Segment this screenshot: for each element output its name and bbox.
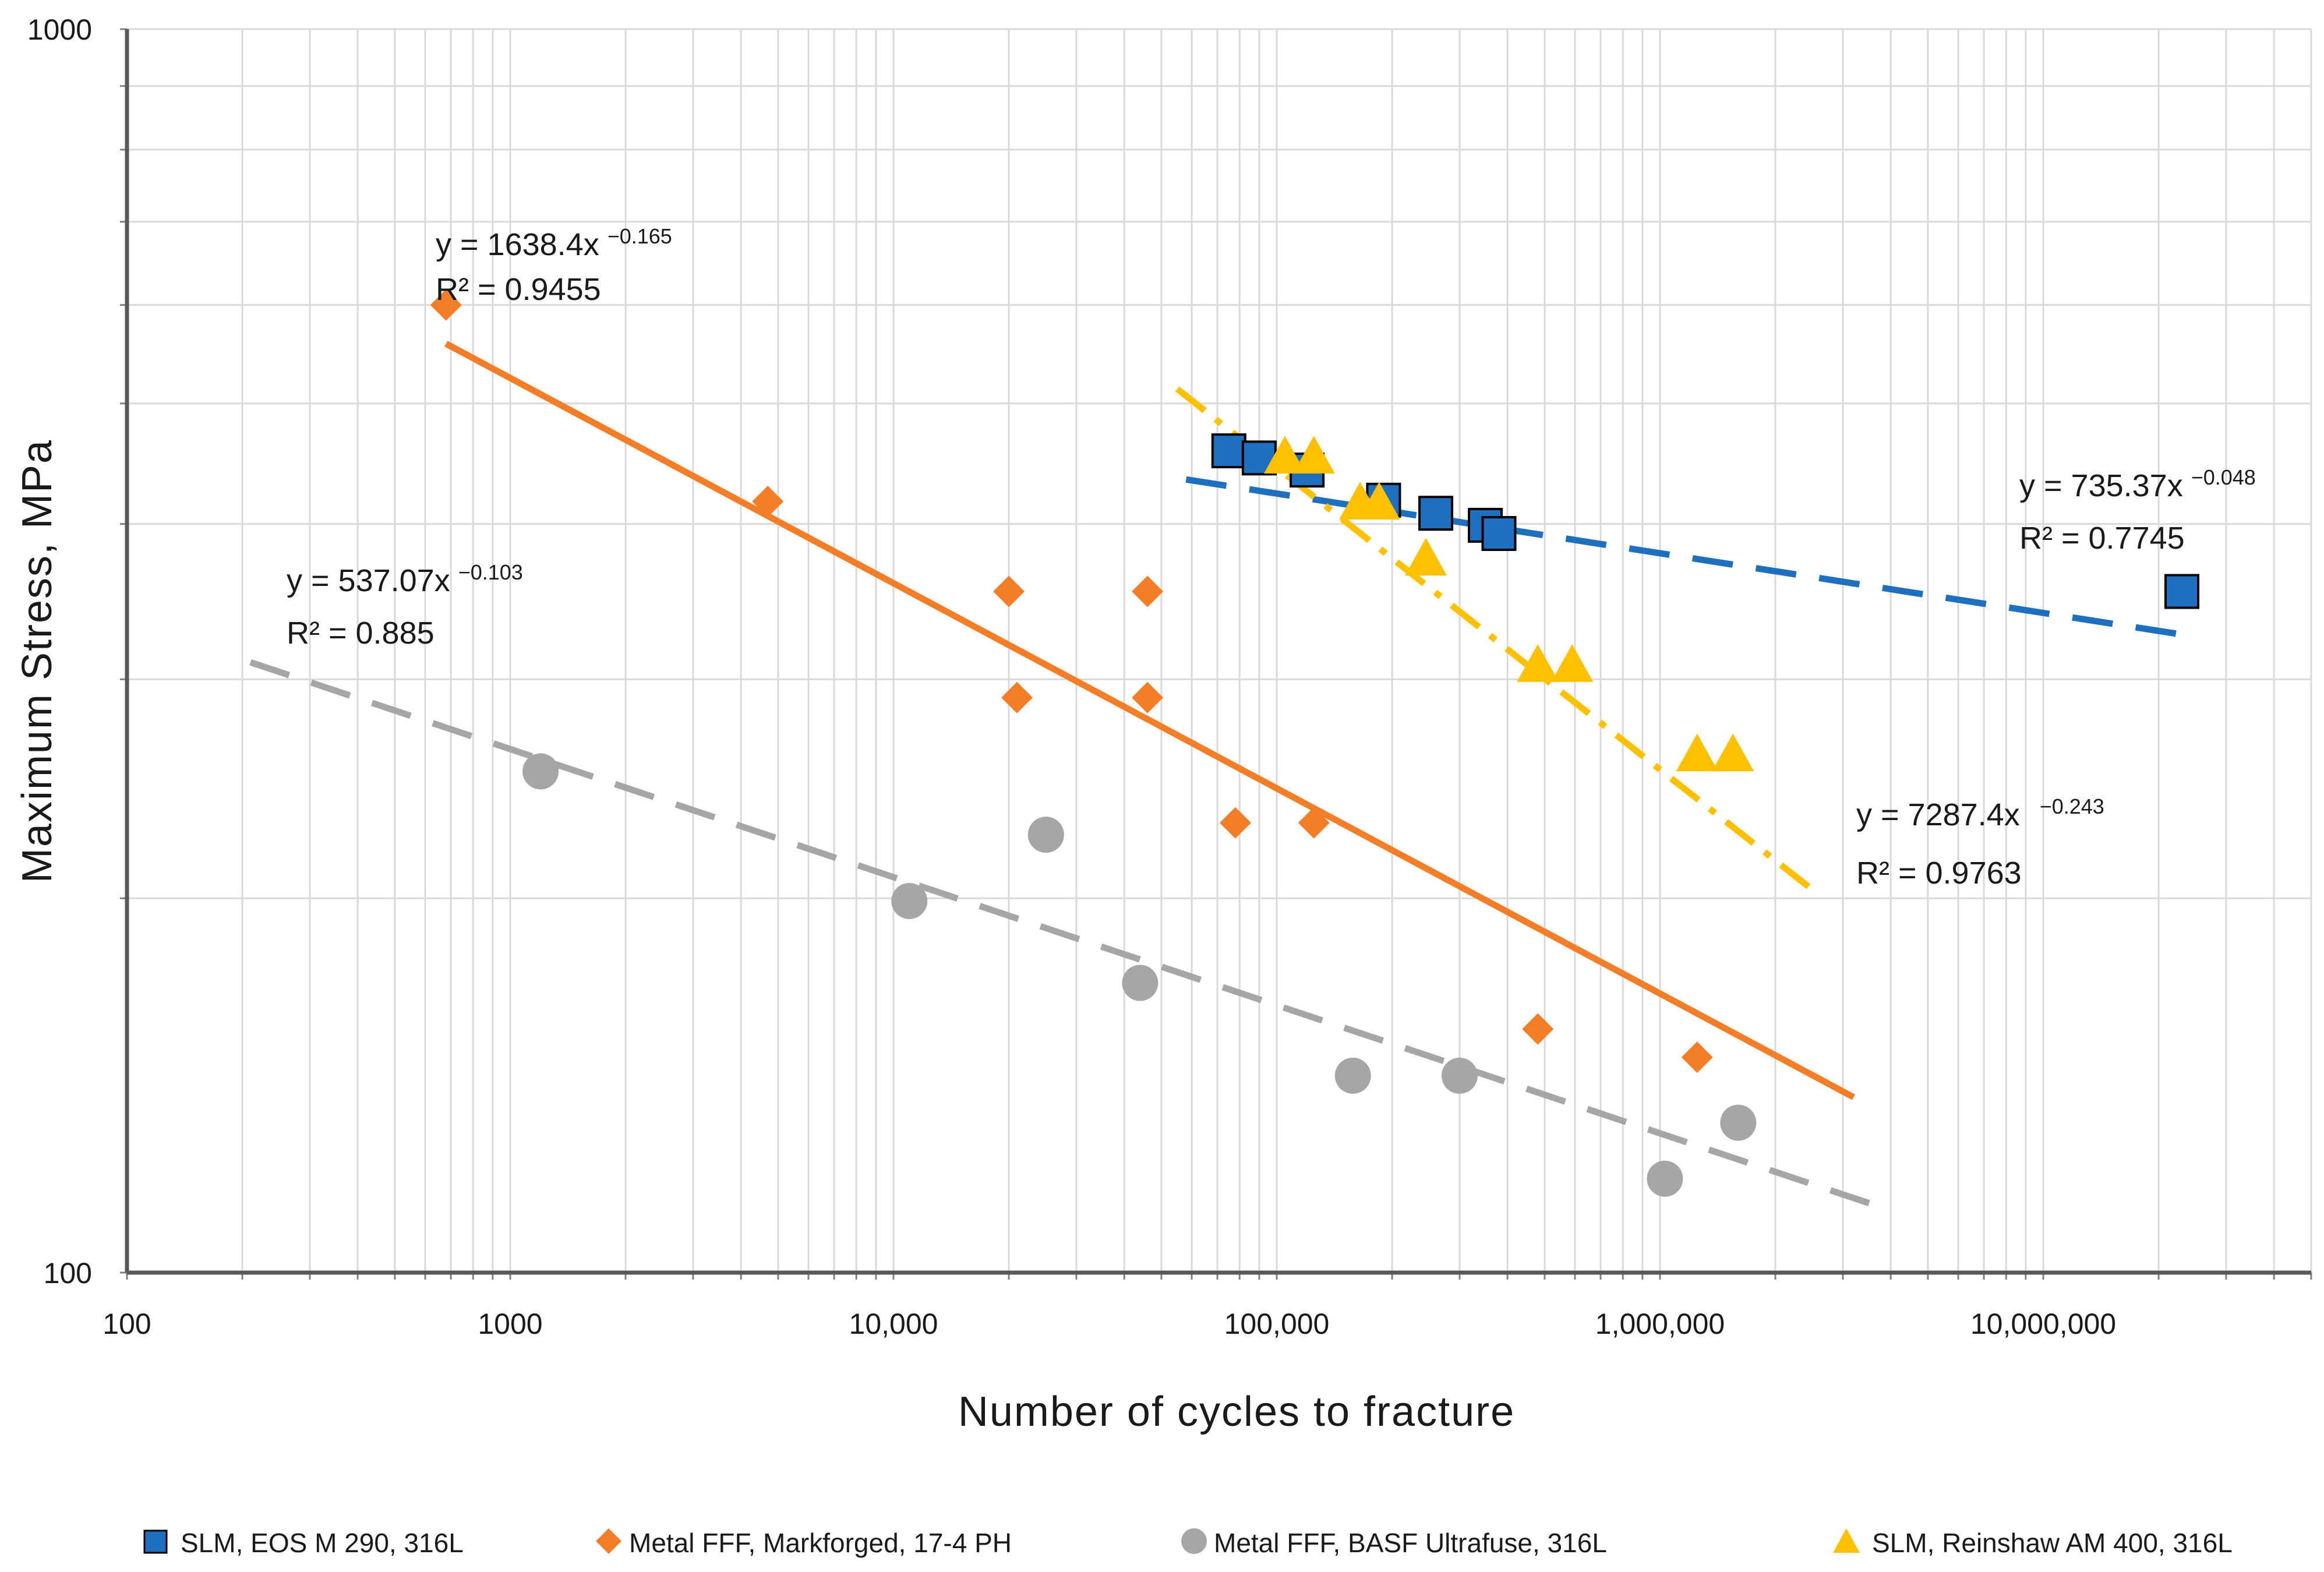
- point-circle: [1122, 965, 1159, 1001]
- r2-gray: R² = 0.885: [287, 616, 435, 651]
- point-circle: [1027, 817, 1064, 853]
- svg-text:y = 1638.4x−0.165: y = 1638.4x −0.165: [436, 224, 672, 262]
- x-tick-label: 10,000,000: [1970, 1308, 2116, 1340]
- equation-orange-text: y = 1638.4x: [436, 227, 599, 262]
- point-triangle: [1263, 436, 1306, 474]
- point-circle: [1441, 1057, 1478, 1094]
- svg-text:y = 735.37x−0.048: y = 735.37x −0.048: [2019, 465, 2256, 503]
- point-diamond: [993, 575, 1025, 607]
- equation-blue-text: y = 735.37x: [2019, 468, 2183, 503]
- point-triangle: [1292, 436, 1335, 474]
- y-tick-label: 100: [44, 1257, 92, 1290]
- point-circle: [1334, 1057, 1371, 1094]
- x-tick-label: 1000: [478, 1308, 542, 1340]
- legend-item-basf: Metal FFF, BASF Ultrafuse, 316L: [1181, 1528, 1607, 1558]
- trendline-series-1: [444, 341, 1855, 1100]
- r2-orange: R² = 0.9455: [436, 272, 601, 307]
- point-diamond: [1681, 1041, 1713, 1073]
- point-diamond: [1132, 681, 1164, 713]
- svg-text:y = 7287.4x−0.243: y = 7287.4x −0.243: [1856, 794, 2104, 832]
- equation-orange-exponent: −0.165: [608, 224, 672, 248]
- legend-label-reinshaw: SLM, Reinshaw AM 400, 316L: [1872, 1528, 2233, 1558]
- point-diamond: [1522, 1013, 1554, 1045]
- legend-item-reinshaw: SLM, Reinshaw AM 400, 316L: [1833, 1528, 2233, 1558]
- point-circle: [1720, 1104, 1757, 1141]
- point-circle: [1647, 1160, 1683, 1197]
- equation-gray: y = 537.07x −0.103 R² = 0.885: [287, 560, 523, 651]
- point-diamond: [430, 289, 462, 321]
- point-square: [1481, 515, 1517, 551]
- point-triangle: [1551, 644, 1594, 682]
- equation-yellow: y = 7287.4x −0.243 R² = 0.9763: [1856, 794, 2104, 891]
- trendline-series-3: [1175, 386, 1811, 890]
- equation-gray-exponent: −0.103: [458, 560, 523, 584]
- equation-blue-exponent: −0.048: [2191, 465, 2256, 489]
- point-diamond: [1001, 681, 1033, 713]
- x-tick-label: 1,000,000: [1595, 1308, 1725, 1340]
- y-axis-title: Maximum Stress, MPa: [14, 439, 61, 883]
- legend-label-markforged: Metal FFF, Markforged, 17-4 PH: [629, 1528, 1012, 1558]
- equation-yellow-text: y = 7287.4x: [1856, 797, 2020, 832]
- point-square: [1418, 496, 1454, 531]
- svg-text:y = 537.07x−0.103: y = 537.07x −0.103: [287, 560, 523, 598]
- point-circle: [522, 753, 559, 790]
- x-tick-label: 10,000: [849, 1308, 938, 1340]
- x-tick-label: 100: [103, 1308, 151, 1340]
- equation-gray-text: y = 537.07x: [287, 563, 450, 598]
- x-axis-title: Number of cycles to fracture: [958, 1389, 1515, 1435]
- axes: [125, 29, 2311, 1275]
- legend-item-markforged: Metal FFF, Markforged, 17-4 PH: [596, 1528, 1012, 1558]
- point-triangle: [1676, 733, 1718, 772]
- equation-yellow-exponent: −0.243: [2040, 794, 2104, 818]
- trendline-series-2: [249, 659, 1874, 1208]
- equation-blue: y = 735.37x −0.048 R² = 0.7745: [2019, 465, 2256, 556]
- tick-labels: 100 1000 10,000 100,000 1,000,000 10,000,000 1…: [27, 13, 2116, 1340]
- data-points: [430, 289, 2200, 1197]
- y-tick-label: 1000: [27, 13, 92, 46]
- point-triangle: [1405, 538, 1447, 576]
- r2-yellow: R² = 0.9763: [1856, 856, 2022, 891]
- point-triangle: [1517, 644, 1559, 682]
- point-circle: [891, 882, 928, 919]
- point-diamond: [1132, 575, 1164, 607]
- equation-orange: y = 1638.4x −0.165 R² = 0.9455: [436, 224, 672, 307]
- legend-diamond-icon: [596, 1528, 621, 1554]
- point-diamond: [752, 486, 784, 518]
- point-triangle: [1712, 733, 1754, 772]
- point-square: [2164, 574, 2200, 609]
- point-triangle: [1358, 482, 1400, 520]
- legend-circle-icon: [1181, 1528, 1207, 1554]
- legend-label-slm-eos: SLM, EOS M 290, 316L: [181, 1528, 464, 1558]
- point-square: [1211, 433, 1246, 469]
- r2-blue: R² = 0.7745: [2019, 521, 2185, 556]
- legend-item-slm-eos: SLM, EOS M 290, 316L: [143, 1528, 464, 1558]
- legend-triangle-icon: [1833, 1528, 1860, 1553]
- point-diamond: [1219, 807, 1251, 839]
- legend: SLM, EOS M 290, 316L Metal FFF, Markforg…: [143, 1528, 2233, 1558]
- point-diamond: [1298, 807, 1330, 839]
- x-tick-label: 100,000: [1224, 1308, 1330, 1340]
- legend-square-icon: [143, 1529, 168, 1554]
- legend-label-basf: Metal FFF, BASF Ultrafuse, 316L: [1214, 1528, 1607, 1558]
